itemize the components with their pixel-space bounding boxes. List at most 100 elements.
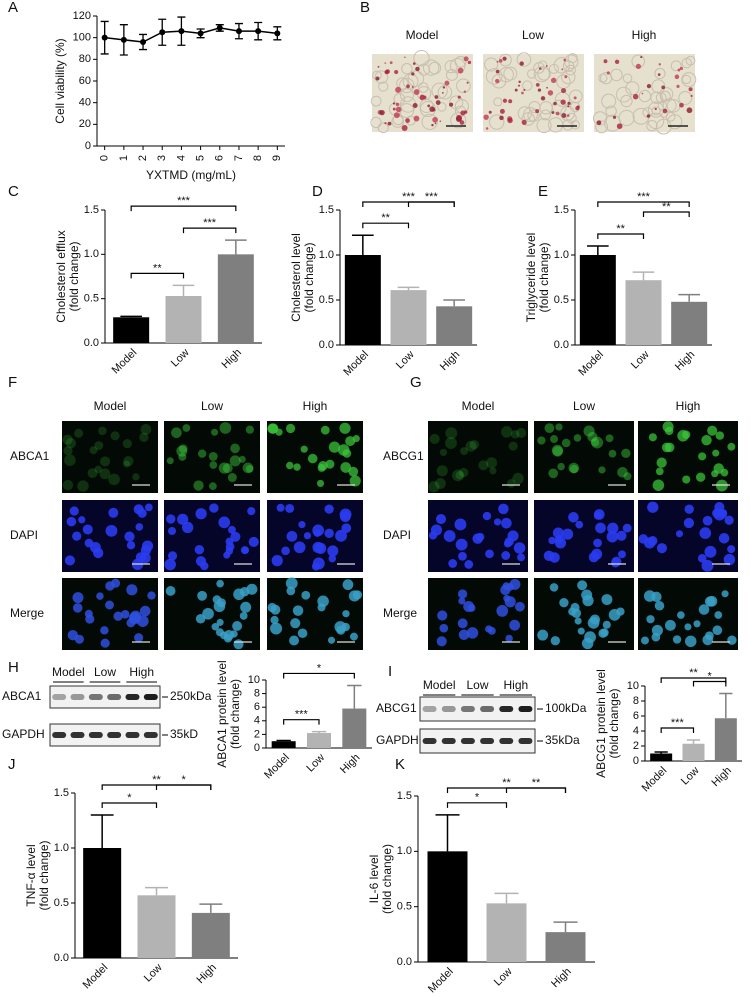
cell — [600, 72, 613, 85]
cell — [100, 638, 110, 648]
lipid-droplet — [377, 65, 380, 68]
cell — [62, 434, 73, 445]
band — [441, 706, 456, 712]
significance-label: * — [708, 670, 713, 682]
cell — [422, 59, 440, 76]
significance-label: ** — [152, 774, 161, 786]
band — [52, 694, 67, 700]
lipid-droplet — [523, 88, 526, 91]
cell — [662, 421, 674, 433]
y-tick-label: 8 — [633, 695, 639, 707]
panel-letter: C — [8, 183, 19, 200]
lipid-droplet — [567, 101, 571, 106]
cell — [568, 512, 579, 523]
cell — [647, 112, 665, 130]
cell — [496, 605, 509, 617]
lipid-droplet — [444, 80, 450, 86]
cell — [677, 611, 685, 619]
x-tick-label: Low — [679, 765, 702, 788]
cell — [543, 550, 555, 561]
lipid-droplet — [547, 90, 554, 96]
size-marker: 35kD — [170, 727, 198, 741]
x-tick-label: Low — [304, 752, 327, 775]
cell — [84, 609, 93, 618]
cell — [78, 516, 86, 524]
cell — [74, 428, 84, 438]
cell — [681, 74, 692, 85]
bar — [137, 895, 176, 958]
row-label: ABCA1 — [10, 449, 50, 463]
cell — [445, 427, 458, 440]
cell — [165, 586, 176, 596]
cell — [195, 508, 207, 520]
lipid-droplet — [389, 61, 393, 65]
cell — [485, 549, 494, 559]
blot — [419, 728, 536, 754]
cell — [590, 438, 600, 447]
cell — [548, 63, 559, 74]
column-label: Low — [573, 399, 595, 413]
x-axis-label: YXTMD (mg/mL) — [146, 168, 236, 182]
cell — [193, 480, 204, 491]
y-tick-label: 0 — [85, 140, 91, 152]
cell — [684, 504, 694, 514]
lipid-droplet — [502, 98, 508, 103]
lipid-droplet — [431, 123, 434, 127]
x-tick-label: 8 — [252, 155, 264, 161]
cell — [715, 431, 725, 440]
micrograph — [428, 421, 528, 493]
cell — [377, 122, 389, 134]
cell — [110, 431, 120, 441]
cell — [550, 435, 559, 444]
lipid-droplet — [502, 56, 507, 61]
lipid-droplet — [616, 123, 623, 130]
band — [441, 738, 456, 744]
lane-label: Low — [94, 665, 116, 679]
significance-label: ** — [689, 667, 698, 679]
y-tick-label: 80 — [79, 53, 91, 65]
significance-bracket — [597, 201, 690, 207]
lipid-droplet — [395, 86, 402, 93]
cell — [508, 441, 518, 451]
lipid-droplet — [375, 76, 380, 81]
cell — [489, 467, 497, 475]
cell — [667, 114, 683, 130]
cell — [401, 62, 413, 75]
cell — [89, 446, 98, 455]
cell — [96, 592, 104, 600]
lipid-droplet — [384, 62, 387, 64]
y-tick-label: 1.0 — [84, 248, 99, 260]
lipid-droplet — [405, 118, 410, 123]
cell — [166, 457, 174, 465]
panel-letter: K — [395, 756, 405, 773]
lipid-droplet — [690, 94, 693, 98]
error-bar — [654, 751, 668, 754]
cell — [608, 449, 617, 458]
cell — [222, 463, 233, 474]
band — [88, 694, 103, 700]
cell — [654, 600, 665, 611]
cell — [220, 631, 228, 640]
band — [460, 738, 475, 744]
data-point — [101, 34, 108, 41]
cell — [670, 60, 682, 72]
cell — [450, 112, 467, 129]
band — [107, 694, 122, 700]
column-label: Model — [462, 399, 495, 413]
lane-label: High — [503, 678, 528, 692]
row-label: GAPDH — [376, 733, 419, 747]
cell — [705, 631, 714, 641]
lane-label: Model — [423, 678, 456, 692]
band — [125, 694, 140, 700]
band — [480, 706, 495, 712]
cell — [727, 635, 737, 645]
cell — [549, 583, 559, 592]
x-tick-label: Model — [640, 765, 670, 795]
cell — [617, 467, 628, 478]
y-tick-label: 1.5 — [54, 787, 69, 799]
lipid-droplet — [518, 80, 521, 84]
x-tick-label: 0 — [99, 155, 111, 161]
error-bar — [397, 286, 420, 291]
row-label: Merge — [383, 606, 417, 620]
cell — [445, 68, 458, 81]
